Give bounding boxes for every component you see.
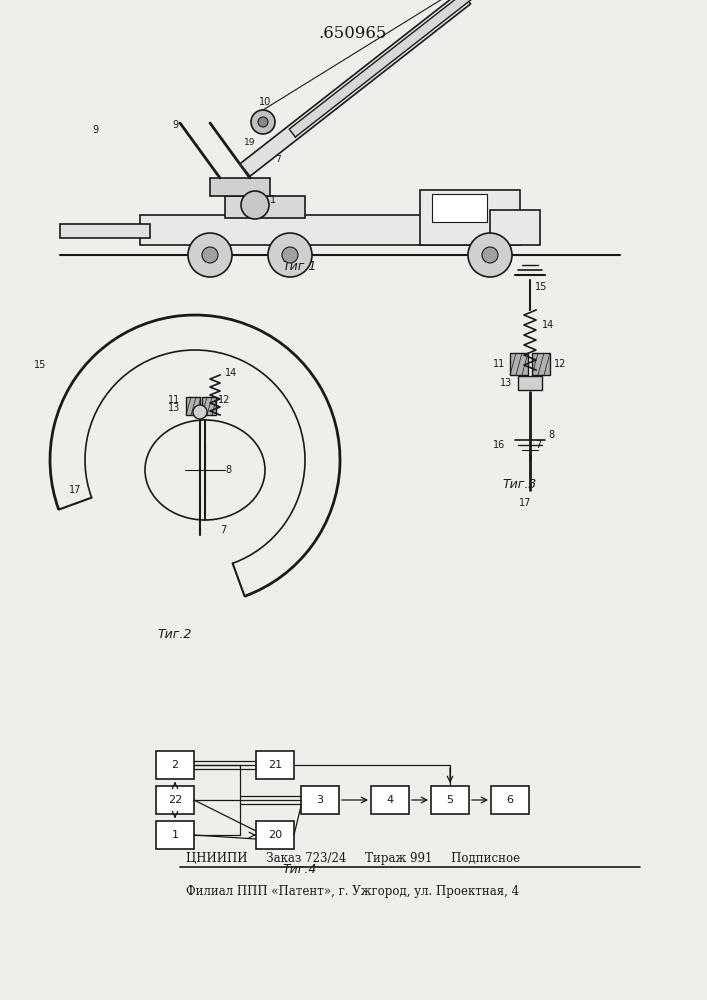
Bar (60, 224, 150, 238)
Bar (371, 786, 409, 814)
Text: 12: 12 (218, 395, 230, 405)
Bar (186, 397, 200, 415)
Text: Филиал ППП «Патент», г. Ужгород, ул. Проектная, 4: Филиал ППП «Патент», г. Ужгород, ул. Про… (187, 885, 520, 898)
Circle shape (241, 191, 269, 219)
Text: 8: 8 (548, 430, 554, 440)
Text: .650965: .650965 (319, 25, 387, 42)
Text: 17: 17 (519, 498, 531, 508)
Text: 1: 1 (172, 830, 178, 840)
Circle shape (188, 233, 232, 277)
Text: 14: 14 (225, 368, 238, 378)
Circle shape (202, 247, 218, 263)
Text: 13: 13 (500, 378, 512, 388)
Bar (225, 196, 305, 218)
Text: Τиг.4: Τиг.4 (283, 863, 317, 876)
Text: 21: 21 (268, 760, 282, 770)
Polygon shape (289, 0, 516, 137)
Circle shape (268, 233, 312, 277)
Circle shape (282, 247, 298, 263)
Bar (432, 194, 487, 222)
Circle shape (468, 233, 512, 277)
Bar (420, 190, 520, 245)
Text: 2: 2 (171, 760, 179, 770)
Bar (210, 178, 270, 196)
Text: 4: 4 (387, 795, 394, 805)
Text: 3: 3 (317, 795, 324, 805)
Text: 16: 16 (493, 440, 505, 450)
Text: 22: 22 (168, 795, 182, 805)
Text: 11: 11 (493, 359, 505, 369)
Text: 10: 10 (259, 97, 271, 107)
Bar (256, 751, 294, 779)
Bar (156, 786, 194, 814)
Text: 8: 8 (225, 465, 231, 475)
Text: 19: 19 (244, 138, 256, 147)
Text: 11: 11 (168, 395, 180, 405)
Bar (491, 786, 529, 814)
Text: 9: 9 (172, 120, 178, 130)
Text: 7: 7 (220, 525, 226, 535)
Text: 15: 15 (34, 360, 46, 370)
Text: 6: 6 (506, 795, 513, 805)
Text: 17: 17 (69, 485, 81, 495)
Text: 7: 7 (275, 155, 281, 164)
Text: 1: 1 (270, 195, 276, 205)
Bar (156, 751, 194, 779)
Text: Τиг.1: Τиг.1 (283, 260, 317, 273)
Circle shape (193, 405, 207, 419)
Text: 7: 7 (535, 440, 542, 450)
Bar (256, 821, 294, 849)
Bar (140, 215, 480, 245)
Bar (490, 210, 540, 245)
Bar (431, 786, 469, 814)
Bar (518, 376, 542, 390)
Circle shape (482, 247, 498, 263)
Text: 15: 15 (535, 282, 547, 292)
Circle shape (258, 117, 268, 127)
Text: ЦНИИПИ     Заказ 723/24     Тираж 991     Подписное: ЦНИИПИ Заказ 723/24 Тираж 991 Подписное (186, 852, 520, 865)
Text: 5: 5 (447, 795, 453, 805)
Text: Τиг.3: Τиг.3 (503, 478, 537, 491)
Text: 20: 20 (268, 830, 282, 840)
Bar (301, 786, 339, 814)
Bar (532, 353, 550, 375)
Text: 13: 13 (168, 403, 180, 413)
Bar (510, 353, 528, 375)
Text: Τиг.2: Τиг.2 (158, 628, 192, 641)
Text: 12: 12 (554, 359, 566, 369)
Bar (156, 821, 194, 849)
Circle shape (251, 110, 275, 134)
Bar (202, 397, 216, 415)
Polygon shape (240, 0, 471, 176)
Text: 14: 14 (542, 320, 554, 330)
Text: 9: 9 (92, 125, 98, 135)
